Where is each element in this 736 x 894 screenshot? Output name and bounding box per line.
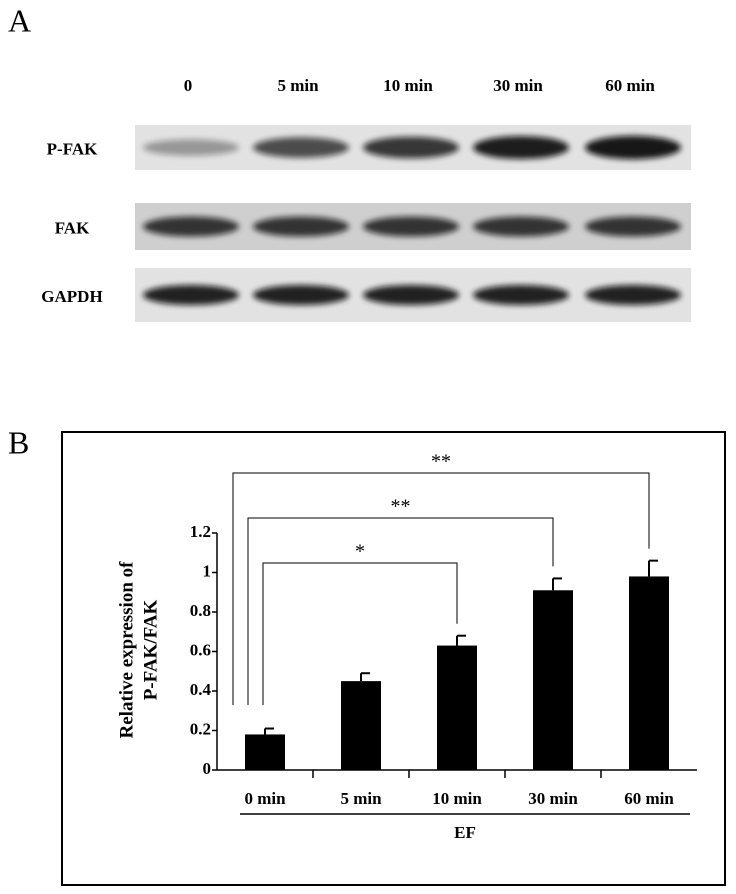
blot-band (585, 216, 681, 237)
bar (629, 576, 669, 770)
x-axis-label: EF (454, 823, 476, 842)
significance-label: ** (391, 496, 411, 518)
blot-band (143, 139, 239, 156)
y-axis-label: P-FAK/FAK (140, 599, 161, 700)
row-label: GAPDH (41, 287, 102, 306)
lane-label: 0 (184, 76, 193, 95)
blot-band (253, 216, 349, 237)
blot-band (253, 285, 349, 305)
blot-band (473, 135, 569, 160)
blot-band (585, 285, 681, 305)
y-tick-label: 0.2 (190, 719, 211, 738)
panel-frame (61, 431, 726, 886)
y-tick-label: 0.6 (190, 640, 211, 659)
blot-band (363, 285, 459, 305)
y-tick-label: 0.4 (190, 680, 212, 699)
blot-band (473, 285, 569, 305)
blot-band (143, 285, 239, 305)
row-label: FAK (55, 218, 90, 237)
row-label: P-FAK (47, 139, 98, 158)
panel-label: A (8, 2, 31, 38)
significance-bracket (247, 517, 554, 705)
blot-band (363, 136, 459, 159)
blot-band (585, 135, 681, 160)
panel-label: B (8, 424, 29, 460)
x-tick-label: 5 min (340, 789, 382, 808)
y-axis-label: Relative expression of (116, 561, 137, 739)
y-tick-label: 0 (203, 759, 212, 778)
lane-label: 60 min (605, 76, 655, 95)
x-tick-label: 10 min (432, 789, 482, 808)
lane-label: 10 min (383, 76, 433, 95)
blot-band (253, 137, 349, 158)
y-tick-label: 1 (203, 561, 212, 580)
significance-label: ** (431, 451, 451, 473)
x-tick-label: 30 min (528, 789, 578, 808)
blot-band (363, 216, 459, 237)
y-tick-label: 1.2 (190, 522, 211, 541)
lane-label: 5 min (277, 76, 319, 95)
blot-band (473, 216, 569, 237)
significance-label: * (355, 541, 365, 563)
y-tick-label: 0.8 (190, 601, 211, 620)
bar (341, 681, 381, 770)
x-tick-label: 60 min (624, 789, 674, 808)
bar (245, 734, 285, 770)
lane-label: 30 min (493, 76, 543, 95)
significance-bracket (262, 562, 458, 705)
x-tick-label: 0 min (244, 789, 286, 808)
bar (437, 645, 477, 770)
significance-bracket (232, 472, 650, 705)
bar (533, 590, 573, 770)
blot-band (143, 216, 239, 237)
